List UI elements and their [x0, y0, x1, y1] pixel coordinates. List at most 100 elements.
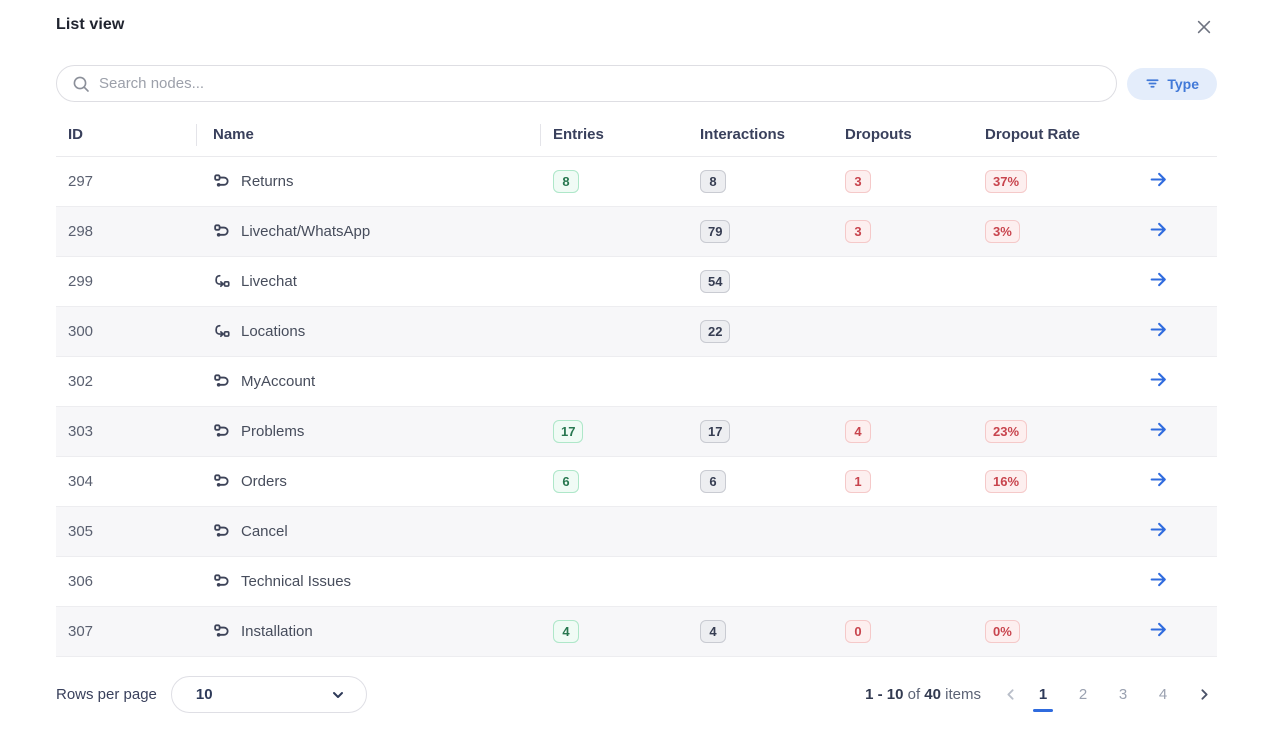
chevron-left-icon — [1006, 689, 1014, 700]
row-dropouts: 1 — [833, 470, 973, 493]
entries-badge: 6 — [553, 470, 579, 493]
filter-icon — [1146, 79, 1159, 88]
node-name-label: Returns — [241, 173, 294, 190]
close-icon[interactable] — [1193, 16, 1215, 38]
page-button-1[interactable]: 1 — [1023, 680, 1063, 710]
interactions-badge: 17 — [700, 420, 731, 443]
node-name-label: Orders — [241, 473, 287, 490]
row-name: Cancel — [197, 523, 541, 540]
flow-node-icon — [213, 573, 230, 590]
row-actions — [1135, 469, 1217, 494]
rows-per-page-value: 10 — [195, 686, 213, 703]
row-interactions: 17 — [688, 420, 833, 443]
chevron-down-icon — [332, 691, 343, 698]
node-name-label: Livechat — [241, 273, 297, 290]
row-name: Livechat/WhatsApp — [197, 223, 541, 240]
open-node-button[interactable] — [1148, 519, 1169, 540]
next-page-button[interactable] — [1191, 682, 1217, 708]
list-view-modal: List view Type ID Name Entries Interacti… — [0, 0, 1267, 713]
table-row: 298 Livechat/WhatsApp 79 3 3% — [56, 207, 1217, 257]
row-id: 305 — [68, 523, 94, 540]
node-name-label: Problems — [241, 423, 305, 440]
open-node-button[interactable] — [1148, 319, 1169, 340]
row-actions — [1135, 569, 1217, 594]
table-header: ID Name Entries Interactions Dropouts Dr… — [56, 113, 1217, 157]
node-name-label: Livechat/WhatsApp — [241, 223, 371, 240]
row-entries: 8 — [541, 170, 688, 193]
row-actions — [1135, 219, 1217, 244]
arrow-right-icon — [1150, 522, 1166, 537]
row-dropout-rate: 37% — [973, 170, 1135, 193]
row-id: 297 — [68, 173, 94, 190]
table-row: 303 Problems 17 17 4 23% — [56, 407, 1217, 457]
dropouts-badge: 0 — [845, 620, 871, 643]
table-row: 305 Cancel — [56, 507, 1217, 557]
dropout-rate-badge: 37% — [985, 170, 1028, 193]
row-actions — [1135, 519, 1217, 544]
previous-page-button[interactable] — [997, 682, 1023, 708]
row-actions — [1135, 619, 1217, 644]
row-interactions: 54 — [688, 270, 833, 293]
open-node-button[interactable] — [1148, 269, 1169, 290]
open-node-button[interactable] — [1148, 569, 1169, 590]
interactions-badge: 4 — [700, 620, 726, 643]
rows-per-page: Rows per page 10 — [56, 676, 367, 713]
row-dropout-rate: 3% — [973, 220, 1135, 243]
row-id: 303 — [68, 423, 94, 440]
open-node-button[interactable] — [1148, 219, 1169, 240]
page-button-2[interactable]: 2 — [1063, 680, 1103, 710]
row-id: 307 — [68, 623, 94, 640]
row-name: Livechat — [197, 273, 541, 290]
table-row: 302 MyAccount — [56, 357, 1217, 407]
open-node-button[interactable] — [1148, 169, 1169, 190]
arrow-right-icon — [1150, 572, 1166, 587]
open-node-button[interactable] — [1148, 469, 1169, 490]
dropout-rate-badge: 0% — [985, 620, 1020, 643]
page-title: List view — [56, 16, 125, 33]
row-name: Problems — [197, 423, 541, 440]
row-actions — [1135, 319, 1217, 344]
type-filter-button[interactable]: Type — [1127, 67, 1217, 100]
table-row: 299 Livechat 54 — [56, 257, 1217, 307]
entries-badge: 17 — [553, 420, 584, 443]
search-input[interactable] — [99, 75, 1103, 92]
action-node-icon — [213, 273, 230, 290]
rows-per-page-select[interactable]: 10 — [170, 676, 367, 713]
dropouts-badge: 3 — [845, 170, 871, 193]
page-button-4[interactable]: 4 — [1143, 680, 1183, 710]
column-header-dropouts: Dropouts — [845, 126, 912, 143]
table-row: 304 Orders 6 6 1 16% — [56, 457, 1217, 507]
row-interactions: 79 — [688, 220, 833, 243]
row-id: 299 — [68, 273, 94, 290]
open-node-button[interactable] — [1148, 369, 1169, 390]
row-name: Orders — [197, 473, 541, 490]
table-body: 297 Returns 8 8 3 37% 298 Livechat/Whats… — [56, 157, 1217, 657]
row-entries: 17 — [541, 420, 688, 443]
dropouts-badge: 1 — [845, 470, 871, 493]
arrow-right-icon — [1150, 622, 1166, 637]
row-dropouts: 3 — [833, 220, 973, 243]
dropout-rate-badge: 3% — [985, 220, 1020, 243]
row-dropout-rate: 23% — [973, 420, 1135, 443]
row-id: 306 — [68, 573, 94, 590]
table-row: 297 Returns 8 8 3 37% — [56, 157, 1217, 207]
search-row: Type — [56, 65, 1217, 102]
flow-node-icon — [213, 373, 230, 390]
row-dropouts: 4 — [833, 420, 973, 443]
search-icon — [71, 74, 91, 94]
row-name: Installation — [197, 623, 541, 640]
open-node-button[interactable] — [1148, 619, 1169, 640]
page-button-3[interactable]: 3 — [1103, 680, 1143, 710]
arrow-right-icon — [1150, 272, 1166, 287]
row-dropouts: 0 — [833, 620, 973, 643]
chevron-right-icon — [1200, 689, 1208, 700]
open-node-button[interactable] — [1148, 419, 1169, 440]
node-name-label: Cancel — [241, 523, 288, 540]
flow-node-icon — [213, 523, 230, 540]
row-id: 300 — [68, 323, 94, 340]
interactions-badge: 6 — [700, 470, 726, 493]
column-header-interactions: Interactions — [700, 126, 786, 143]
